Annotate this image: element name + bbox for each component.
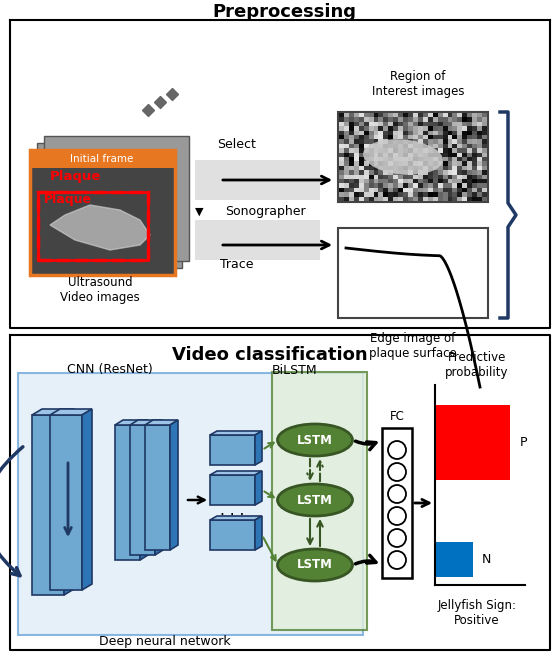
Bar xyxy=(210,435,255,465)
Text: CNN (ResNet): CNN (ResNet) xyxy=(67,364,153,376)
Text: N: N xyxy=(482,553,491,566)
Text: Ultrasound
Video images: Ultrasound Video images xyxy=(60,276,140,304)
Bar xyxy=(338,228,488,318)
Bar xyxy=(18,373,363,635)
Circle shape xyxy=(388,485,406,503)
Bar xyxy=(145,425,170,550)
Polygon shape xyxy=(210,471,262,475)
Text: Video classification: Video classification xyxy=(172,346,368,364)
Bar xyxy=(50,415,82,590)
Polygon shape xyxy=(50,409,92,415)
Bar xyxy=(130,425,155,555)
Ellipse shape xyxy=(363,139,443,175)
Text: LSTM: LSTM xyxy=(297,494,333,506)
Text: LSTM: LSTM xyxy=(297,434,333,447)
Text: P: P xyxy=(520,436,528,449)
Bar xyxy=(32,415,64,595)
Text: Plaque: Plaque xyxy=(44,193,92,207)
Text: BiLSTM: BiLSTM xyxy=(272,364,318,376)
Text: FC: FC xyxy=(390,409,404,422)
Ellipse shape xyxy=(278,424,352,456)
Polygon shape xyxy=(32,409,74,415)
Bar xyxy=(435,542,473,577)
Text: Preprocessing: Preprocessing xyxy=(212,3,356,21)
Ellipse shape xyxy=(278,484,352,516)
Polygon shape xyxy=(255,431,262,465)
Circle shape xyxy=(388,529,406,547)
Text: Region of
Interest images: Region of Interest images xyxy=(372,70,464,98)
Polygon shape xyxy=(255,471,262,505)
Polygon shape xyxy=(130,420,163,425)
Polygon shape xyxy=(210,431,262,435)
Text: Initial frame: Initial frame xyxy=(71,154,134,164)
Bar xyxy=(44,136,189,261)
Bar xyxy=(30,150,175,168)
Text: · · ·: · · · xyxy=(220,508,244,523)
Text: Trace: Trace xyxy=(220,259,254,271)
Circle shape xyxy=(388,551,406,569)
Ellipse shape xyxy=(278,549,352,581)
Bar xyxy=(195,160,320,200)
Polygon shape xyxy=(50,205,150,250)
Text: Sonographer: Sonographer xyxy=(225,205,305,218)
Bar xyxy=(338,112,488,202)
Polygon shape xyxy=(115,420,148,425)
Bar xyxy=(435,405,510,480)
Circle shape xyxy=(388,507,406,525)
Polygon shape xyxy=(155,420,163,555)
Text: Deep neural network: Deep neural network xyxy=(99,636,231,649)
Polygon shape xyxy=(210,516,262,520)
Text: Predictive
probability: Predictive probability xyxy=(445,351,508,379)
Polygon shape xyxy=(170,420,178,550)
Text: Edge image of
plaque surface: Edge image of plaque surface xyxy=(369,332,457,360)
Polygon shape xyxy=(82,409,92,590)
Text: Select: Select xyxy=(218,139,256,152)
Text: Plaque: Plaque xyxy=(49,170,101,183)
Polygon shape xyxy=(64,409,74,595)
Circle shape xyxy=(388,463,406,481)
Bar xyxy=(38,192,148,260)
Polygon shape xyxy=(145,420,178,425)
Bar xyxy=(272,372,367,630)
Bar xyxy=(210,475,255,505)
Text: LSTM: LSTM xyxy=(297,558,333,572)
Bar xyxy=(38,192,148,260)
Circle shape xyxy=(388,441,406,459)
Bar xyxy=(195,220,320,260)
Bar xyxy=(37,143,182,268)
Text: ▼: ▼ xyxy=(195,207,203,217)
Bar xyxy=(30,150,175,275)
Text: Jellyfish Sign:
Positive: Jellyfish Sign: Positive xyxy=(437,599,516,627)
Bar xyxy=(382,428,412,578)
Polygon shape xyxy=(140,420,148,560)
Bar xyxy=(115,425,140,560)
Polygon shape xyxy=(255,516,262,550)
Bar xyxy=(210,520,255,550)
